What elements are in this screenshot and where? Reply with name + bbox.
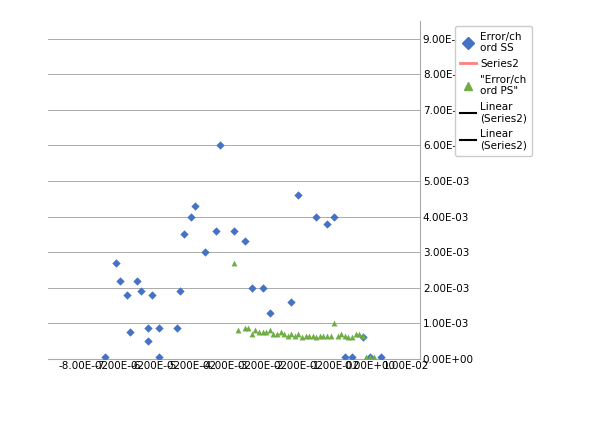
Point [240,325,250,332]
Point [122,291,131,298]
Point [125,329,135,335]
Point [301,332,310,339]
Point [283,332,292,339]
Point [179,231,189,238]
Point [311,213,321,220]
Point [293,192,303,199]
Point [265,309,275,316]
Point [358,332,368,339]
Point [276,329,286,335]
Point [254,329,264,335]
Point [229,227,239,234]
Point [362,354,371,360]
Point [290,332,299,339]
Point [340,332,350,339]
Point [319,332,328,339]
Point [365,354,375,360]
Point [211,227,221,234]
Point [265,327,275,334]
Point [297,334,307,341]
Point [143,325,153,332]
Point [326,332,335,339]
Point [340,354,350,360]
Point [347,354,357,360]
Point [111,260,121,266]
Point [200,249,210,255]
Point [262,329,271,335]
Point [100,354,110,360]
Point [190,203,199,209]
Point [351,330,361,337]
Point [247,284,257,291]
Point [251,327,260,334]
Point [376,354,385,360]
Point [172,325,182,332]
Point [344,334,353,341]
Point [279,330,289,337]
Point [311,334,321,341]
Point [215,142,224,149]
Point [133,277,142,284]
Point [136,288,146,295]
Point [355,330,364,337]
Point [186,213,196,220]
Point [322,220,332,227]
Point [244,325,253,332]
Point [329,213,339,220]
Point [176,288,185,295]
Point [358,334,368,341]
Point [258,284,268,291]
Point [115,277,124,284]
Point [286,298,296,305]
Point [272,330,282,337]
Point [258,329,268,335]
Point [154,325,164,332]
Point [147,291,157,298]
Point [329,320,339,327]
Point [322,332,332,339]
Point [293,330,303,337]
Point [333,332,343,339]
Point [240,238,250,245]
Point [143,338,153,344]
Legend: Error/ch
ord SS, Series2, "Error/ch
ord PS", Linear
(Series2), Linear
(Series2): Error/ch ord SS, Series2, "Error/ch ord … [455,26,532,156]
Point [229,260,239,266]
Point [365,354,375,360]
Point [368,354,379,360]
Point [233,327,242,334]
Point [308,332,317,339]
Point [347,334,357,341]
Point [154,354,164,360]
Point [337,330,346,337]
Point [247,330,257,337]
Point [286,330,296,337]
Point [315,332,325,339]
Point [304,332,314,339]
Point [269,330,278,337]
